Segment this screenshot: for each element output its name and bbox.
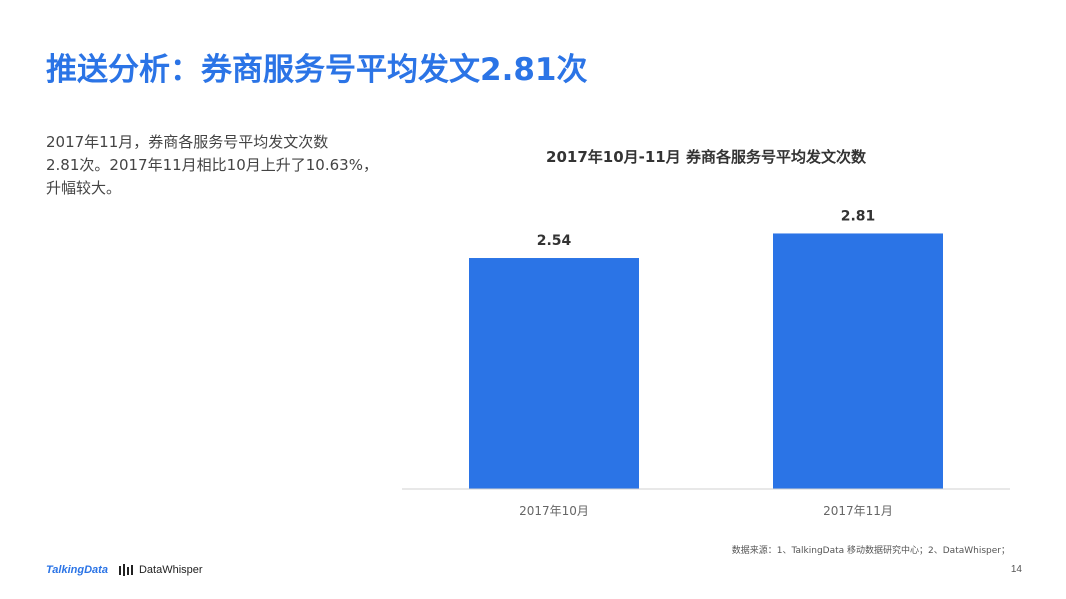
- datawhisper-icon: [118, 564, 133, 576]
- description-line: 升幅较大。: [46, 179, 122, 197]
- bar-1: [469, 258, 639, 489]
- description-line: 2017年11月，券商各服务号平均发文次数: [46, 133, 329, 151]
- page-title: 推送分析：券商服务号平均发文2.81次: [46, 52, 588, 88]
- bar-2: [773, 233, 943, 489]
- bars-layer: 2.54 2017年10月 2.81 2017年11月: [469, 208, 943, 518]
- page-number: 14: [1010, 564, 1022, 575]
- footer-logos: TalkingData DataWhisper: [46, 563, 203, 577]
- data-label-1: 2.54: [537, 233, 572, 249]
- source-note: 数据来源：1、TalkingData 移动数据研究中心；2、DataWhispe…: [731, 546, 1010, 556]
- datawhisper-text: DataWhisper: [138, 564, 203, 576]
- description-line: 2.81次。2017年11月相比10月上升了10.63%，: [46, 156, 378, 174]
- talkingdata-logo: TalkingData: [46, 564, 108, 576]
- datawhisper-logo: DataWhisper: [118, 563, 203, 577]
- chart-title: 2017年10月-11月 券商各服务号平均发文次数: [546, 148, 867, 166]
- x-tick-label-1: 2017年10月: [519, 504, 589, 518]
- description-text: 2017年11月，券商各服务号平均发文次数 2.81次。2017年11月相比10…: [46, 131, 386, 200]
- data-label-2: 2.81: [841, 208, 876, 224]
- x-tick-label-2: 2017年11月: [823, 504, 893, 518]
